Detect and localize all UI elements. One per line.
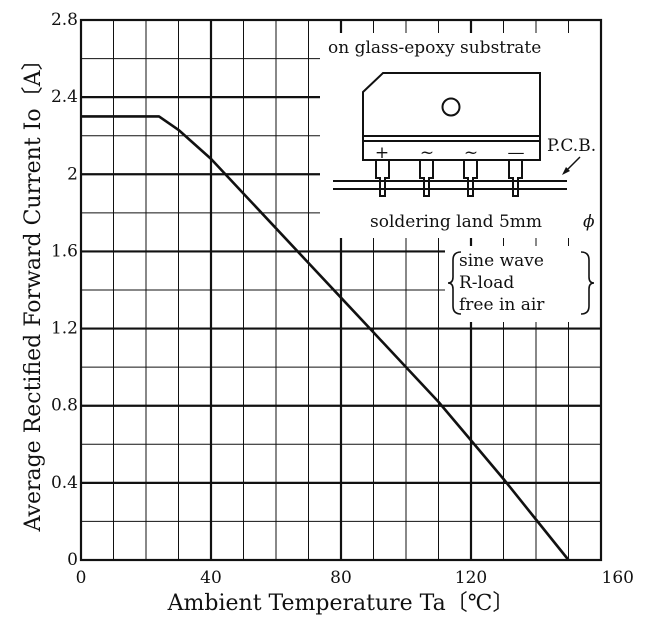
pcb-label: P.C.B.	[547, 136, 596, 156]
y-tick-label: 2	[67, 164, 78, 184]
pin-label-minus: —	[508, 143, 525, 163]
y-tick-label: 0	[67, 550, 78, 570]
pin-3	[463, 160, 478, 197]
series-line	[81, 115, 570, 561]
condition-free-in-air: free in air	[459, 295, 545, 315]
package-body	[362, 72, 541, 161]
x-tick-label: 80	[330, 568, 352, 588]
y-tick-label: 2.8	[51, 10, 78, 30]
pin-label-ac1: ~	[420, 143, 434, 163]
x-tick-label: 160	[602, 568, 634, 588]
condition-sine-wave: sine wave	[459, 251, 544, 271]
x-tick-labels: 0 40 80 120 160	[76, 568, 634, 588]
conditions-brackets	[447, 251, 595, 315]
substrate-label: on glass-epoxy substrate	[328, 38, 541, 58]
pcb-arrowhead	[562, 167, 570, 175]
conditions-background	[445, 246, 601, 322]
y-tick-label: 2.4	[51, 87, 78, 107]
x-tick-label: 120	[455, 568, 487, 588]
series-group	[81, 115, 570, 561]
x-tick-label: 0	[76, 568, 87, 588]
y-axis-title: Average Rectified Forward Current Io〔A〕	[21, 49, 46, 533]
right-bracket	[580, 251, 595, 315]
pin-4	[508, 160, 523, 197]
pin-1	[375, 160, 390, 197]
left-bracket	[447, 251, 462, 315]
x-tick-label: 40	[200, 568, 222, 588]
y-tick-labels: 0 0.4 0.8 1.2 1.6 2 2.4 2.8	[51, 10, 78, 570]
package-drawing	[333, 72, 581, 197]
condition-r-load: R-load	[459, 273, 514, 293]
phi-symbol: ϕ	[583, 212, 595, 232]
x-axis-title: Ambient Temperature Ta〔℃〕	[167, 591, 515, 616]
y-tick-label: 0.4	[51, 473, 78, 493]
plot-frame	[79, 18, 603, 562]
soldering-label: soldering land 5mm	[370, 212, 542, 232]
pin-label-plus: +	[375, 143, 389, 163]
package-hole	[441, 97, 461, 117]
pin-label-ac2: ~	[464, 143, 478, 163]
y-tick-label: 1.2	[51, 319, 78, 339]
pin-2	[419, 160, 434, 197]
pcb-leader	[565, 156, 581, 172]
y-tick-label: 1.6	[51, 241, 78, 261]
y-tick-label: 0.8	[51, 396, 78, 416]
